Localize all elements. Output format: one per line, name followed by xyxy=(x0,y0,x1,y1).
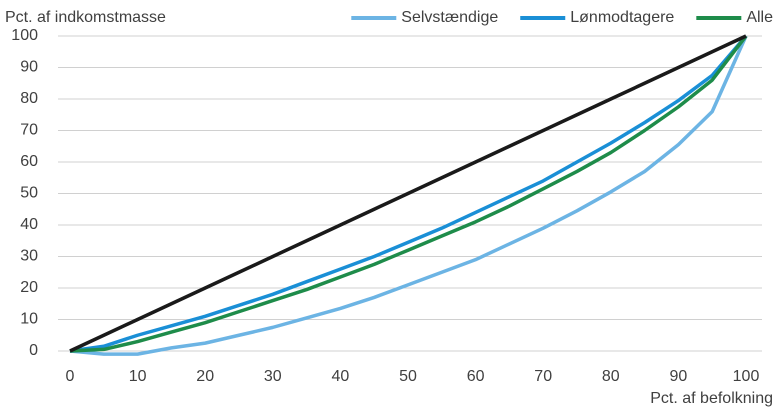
series-line xyxy=(69,34,748,353)
y-tick-label: 70 xyxy=(20,122,38,139)
y-tick-label: 100 xyxy=(11,27,38,44)
legend-label: Selvstændige xyxy=(401,9,498,26)
x-tick-label: 0 xyxy=(66,368,75,385)
y-axis-label: Pct. af indkomstmasse xyxy=(5,9,166,26)
y-tick-label: 10 xyxy=(20,311,38,328)
series-line xyxy=(69,34,747,353)
legend-label: Lønmodtagere xyxy=(570,9,674,26)
y-tick-label: 90 xyxy=(20,59,38,76)
x-tick-label: 20 xyxy=(196,368,214,385)
y-tick-label: 40 xyxy=(20,216,38,233)
x-tick-label: 30 xyxy=(264,368,282,385)
y-tick-label: 20 xyxy=(20,279,38,296)
y-tick-label: 30 xyxy=(20,248,38,265)
x-tick-label: 50 xyxy=(399,368,417,385)
x-tick-label: 90 xyxy=(670,368,688,385)
y-tick-label: 80 xyxy=(20,90,38,107)
x-tick-label: 10 xyxy=(129,368,147,385)
legend-label: Alle xyxy=(746,9,773,26)
x-tick-label: 60 xyxy=(467,368,485,385)
x-tick-label: 80 xyxy=(602,368,620,385)
series-line xyxy=(69,35,748,356)
x-tick-label: 40 xyxy=(332,368,350,385)
y-tick-label: 60 xyxy=(20,153,38,170)
y-tick-label: 0 xyxy=(29,342,38,359)
y-tick-label: 50 xyxy=(20,185,38,202)
x-tick-label: 100 xyxy=(733,368,760,385)
x-tick-label: 70 xyxy=(534,368,552,385)
series-line xyxy=(69,34,748,353)
x-axis-label: Pct. af befolkning xyxy=(650,390,773,407)
